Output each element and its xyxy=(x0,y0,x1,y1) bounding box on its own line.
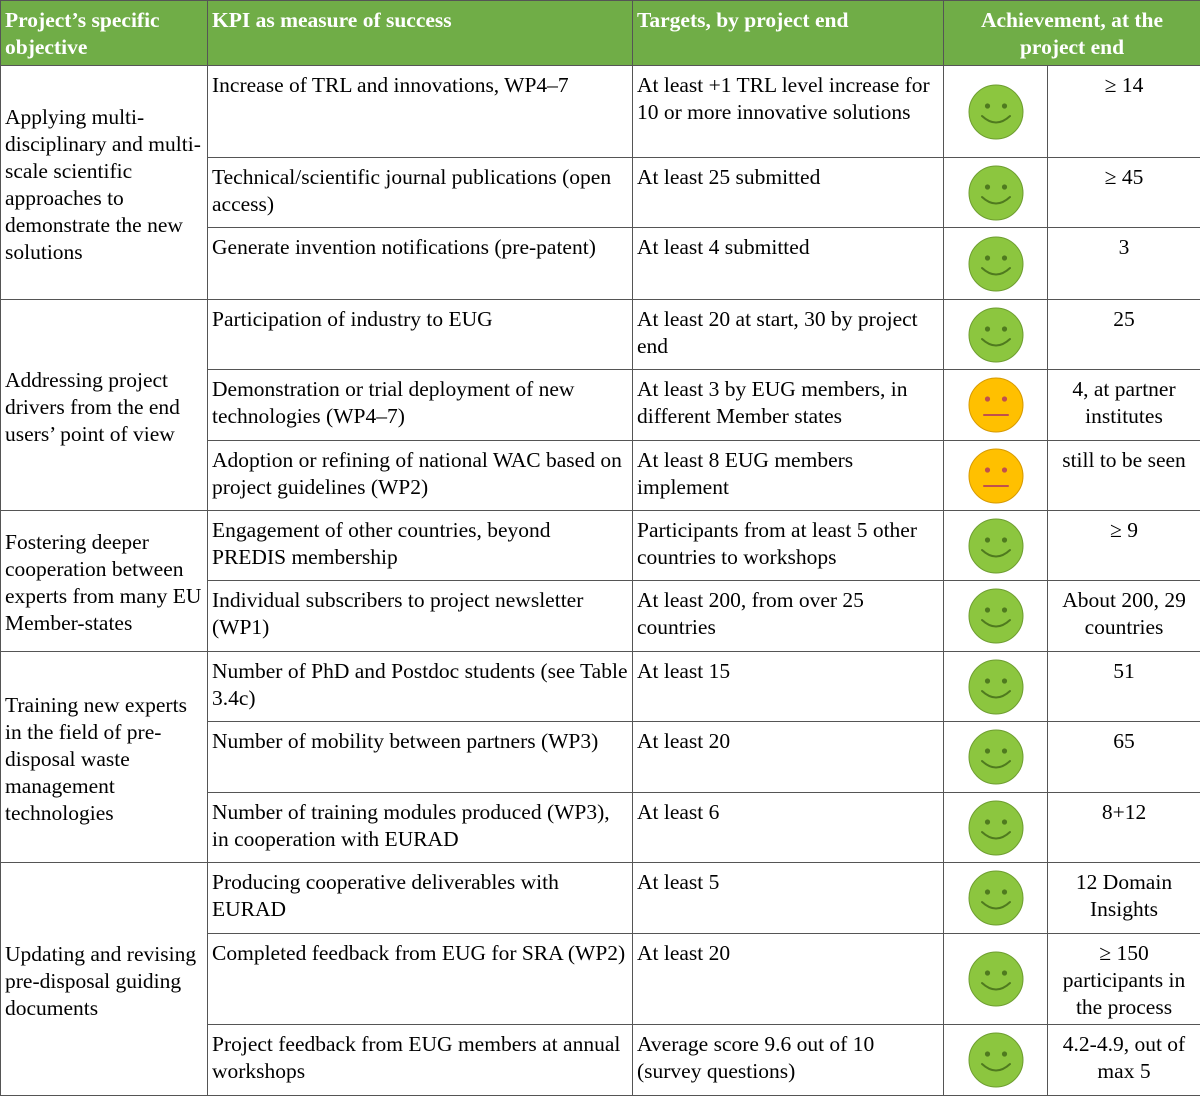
status-cell xyxy=(943,369,1048,441)
smiley-face-icon xyxy=(968,951,1023,1007)
status-cell xyxy=(943,157,1048,228)
kpi-cell: Project feedback from EUG members at ann… xyxy=(207,1024,633,1096)
table-row: Individual subscribers to project newsle… xyxy=(1,580,1200,652)
achievement-value: 8+12 xyxy=(1046,792,1200,863)
target-cell: At least 25 submitted xyxy=(632,157,944,228)
header-achievement: Achievement, at the project end xyxy=(942,0,1200,66)
kpi-cell: Number of mobility between partners (WP3… xyxy=(207,721,633,793)
kpi-cell: Technical/scientific journal publication… xyxy=(207,157,633,228)
smiley-face-icon xyxy=(968,236,1023,291)
kpi-cell: Adoption or refining of national WAC bas… xyxy=(207,440,633,511)
neutral-face-icon xyxy=(968,448,1023,503)
header-objective: Project’s specific objective xyxy=(0,0,208,66)
smiley-face-icon xyxy=(968,518,1023,573)
target-cell: At least 3 by EUG members, in different … xyxy=(632,369,944,441)
status-cell xyxy=(943,1024,1048,1096)
kpi-cell: Participation of industry to EUG xyxy=(207,299,633,370)
achievement-value: 51 xyxy=(1046,651,1200,722)
table-row: Project feedback from EUG members at ann… xyxy=(1,1024,1200,1096)
achievement-value: About 200, 29 countries xyxy=(1046,580,1200,652)
header-targets: Targets, by project end xyxy=(632,0,944,66)
status-cell xyxy=(943,792,1048,863)
header-row: Project’s specific objective KPI as meas… xyxy=(0,0,1200,66)
neutral-face-icon xyxy=(968,377,1023,433)
table-row: Updating and revising pre-disposal guidi… xyxy=(0,862,1200,1096)
objective-cell: Training new experts in the field of pre… xyxy=(0,651,208,863)
table-row: Generate invention notifications (pre-pa… xyxy=(1,227,1200,300)
table-row: Fostering deeper cooperation between exp… xyxy=(0,510,1200,652)
kpi-cell: Individual subscribers to project newsle… xyxy=(207,580,633,652)
status-cell xyxy=(943,510,1048,581)
smiley-face-icon xyxy=(968,729,1023,785)
table-row: Number of mobility between partners (WP3… xyxy=(1,721,1200,793)
table-row: Number of training modules produced (WP3… xyxy=(1,792,1200,863)
header-kpi: KPI as measure of success xyxy=(207,0,633,66)
achievement-value: 4, at partner institutes xyxy=(1046,369,1200,441)
achievement-value: 65 xyxy=(1046,721,1200,793)
achievement-value: 12 Domain Insights xyxy=(1046,862,1200,934)
smiley-face-icon xyxy=(968,588,1023,644)
smiley-face-icon xyxy=(968,659,1023,714)
table-row: Applying multi-disciplinary and multi-sc… xyxy=(0,65,1200,300)
target-cell: At least 20 at start, 30 by project end xyxy=(632,299,944,370)
achievement-value: 3 xyxy=(1046,227,1200,300)
achievement-value: ≥ 150 participants in the process xyxy=(1046,933,1200,1025)
status-cell xyxy=(943,721,1048,793)
smiley-face-icon xyxy=(968,870,1023,926)
target-cell: At least 20 xyxy=(632,721,944,793)
target-cell: Average score 9.6 out of 10 (survey ques… xyxy=(632,1024,944,1096)
kpi-cell: Increase of TRL and innovations, WP4–7 xyxy=(207,65,633,158)
achievement-value: still to be seen xyxy=(1046,440,1200,511)
objective-cell: Updating and revising pre-disposal guidi… xyxy=(0,862,208,1096)
achievement-value: 25 xyxy=(1046,299,1200,370)
achievement-value: ≥ 14 xyxy=(1046,65,1200,158)
table-row: Demonstration or trial deployment of new… xyxy=(1,369,1200,441)
target-cell: At least 8 EUG members implement xyxy=(632,440,944,511)
objective-cell: Addressing project drivers from the end … xyxy=(0,299,208,511)
table-row: Training new experts in the field of pre… xyxy=(0,651,1200,863)
kpi-cell: Completed feedback from EUG for SRA (WP2… xyxy=(207,933,633,1025)
smiley-face-icon xyxy=(968,800,1023,855)
target-cell: Participants from at least 5 other count… xyxy=(632,510,944,581)
smiley-face-icon xyxy=(968,1032,1023,1088)
target-cell: At least 6 xyxy=(632,792,944,863)
table-row: Addressing project drivers from the end … xyxy=(0,299,1200,511)
smiley-face-icon xyxy=(968,84,1023,139)
achievement-value: ≥ 45 xyxy=(1046,157,1200,228)
target-cell: At least 20 xyxy=(632,933,944,1025)
target-cell: At least 200, from over 25 countries xyxy=(632,580,944,652)
status-cell xyxy=(943,862,1048,934)
kpi-cell: Engagement of other countries, beyond PR… xyxy=(207,510,633,581)
target-cell: At least 5 xyxy=(632,862,944,934)
achievement-value: ≥ 9 xyxy=(1046,510,1200,581)
target-cell: At least 4 submitted xyxy=(632,227,944,300)
objective-cell: Applying multi-disciplinary and multi-sc… xyxy=(0,65,208,300)
kpi-cell: Producing cooperative deliverables with … xyxy=(207,862,633,934)
kpi-cell: Number of training modules produced (WP3… xyxy=(207,792,633,863)
status-cell xyxy=(943,65,1048,158)
kpi-table-body: Applying multi-disciplinary and multi-sc… xyxy=(0,65,1200,1096)
table-row: Completed feedback from EUG for SRA (WP2… xyxy=(1,933,1200,1025)
status-cell xyxy=(943,933,1048,1025)
table-row: Adoption or refining of national WAC bas… xyxy=(1,440,1200,511)
kpi-cell: Demonstration or trial deployment of new… xyxy=(207,369,633,441)
kpi-cell: Generate invention notifications (pre-pa… xyxy=(207,227,633,300)
status-cell xyxy=(943,440,1048,511)
smiley-face-icon xyxy=(968,307,1023,362)
status-cell xyxy=(943,227,1048,300)
status-cell xyxy=(943,580,1048,652)
status-cell xyxy=(943,651,1048,722)
target-cell: At least +1 TRL level increase for 10 or… xyxy=(632,65,944,158)
achievement-value: 4.2-4.9, out of max 5 xyxy=(1046,1024,1200,1096)
kpi-cell: Number of PhD and Postdoc students (see … xyxy=(207,651,633,722)
status-cell xyxy=(943,299,1048,370)
objective-cell: Fostering deeper cooperation between exp… xyxy=(0,510,208,652)
target-cell: At least 15 xyxy=(632,651,944,722)
smiley-face-icon xyxy=(968,165,1023,220)
